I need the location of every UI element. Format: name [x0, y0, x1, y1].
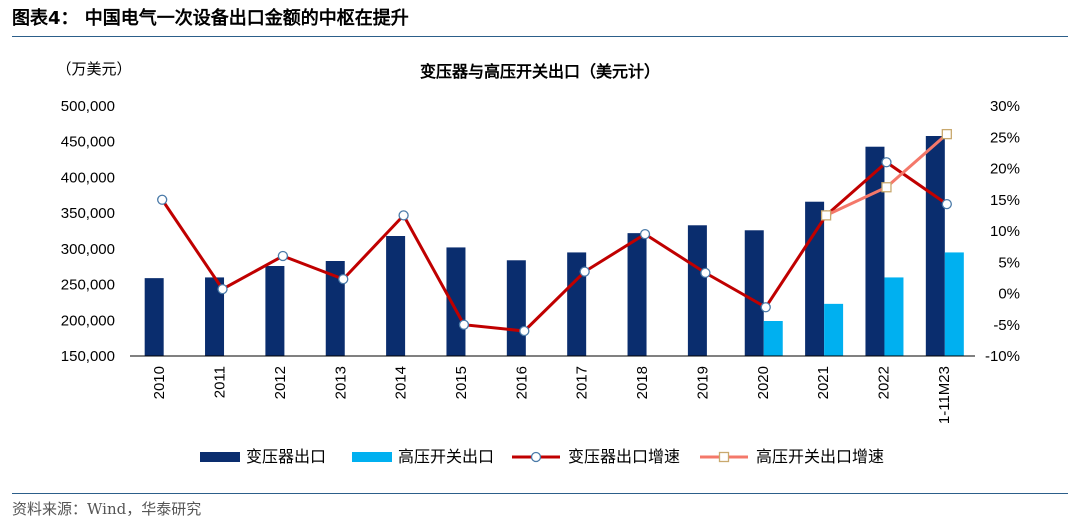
transformer-growth-line [160, 160, 948, 333]
transformer-export-bar [325, 261, 345, 356]
transformer-growth-marker [338, 273, 349, 285]
x-tick-label: 2012 [272, 366, 289, 399]
transformer-export-bar [925, 136, 945, 356]
right-tick-label: 15% [990, 192, 1020, 209]
x-tick-label: 2019 [694, 366, 711, 399]
right-axis-ticks: -10% -5% 0% 5% 10% 15% 20% 25% 30% [985, 98, 1020, 365]
transformer-export-bar [567, 252, 587, 356]
transformer-growth-marker [519, 325, 530, 337]
chart-svg: （万美元） 变压器与高压开关出口（美元计） 150,000 200,000 250,… [56, 61, 1020, 466]
legend: 变压器出口 高压开关出口 变压器出口增速 高压开关出口增速 [200, 448, 884, 466]
legend-marker [718, 451, 730, 463]
left-tick-label: 200,000 [61, 312, 115, 329]
right-tick-label: 20% [990, 161, 1020, 178]
transformer-export-bar [744, 230, 764, 356]
x-tick-label: 2020 [755, 366, 772, 399]
x-tick-label: 2021 [815, 366, 832, 399]
switchgear-growth-marker [941, 128, 952, 140]
transformer-export-bar [446, 247, 466, 356]
right-tick-label: 0% [998, 286, 1020, 303]
right-tick-label: 30% [990, 98, 1020, 115]
right-tick-label: 10% [990, 223, 1020, 240]
legend-marker [530, 451, 542, 463]
top-rule [12, 36, 1068, 37]
transformer-growth-marker [579, 266, 590, 277]
transformer-export-bar [506, 260, 526, 356]
bars-group [144, 136, 964, 356]
transformer-growth-marker [277, 250, 289, 262]
left-tick-label: 250,000 [61, 277, 115, 294]
transformer-growth-marker [157, 194, 168, 205]
legend-label: 高压开关出口增速 [756, 448, 884, 466]
x-tick-label: 2015 [453, 366, 470, 399]
x-tick-label: 2014 [393, 366, 410, 399]
legend-label: 变压器出口 [246, 448, 326, 466]
switchgear-export-bar [824, 303, 844, 356]
left-tick-label: 450,000 [61, 134, 115, 151]
transformer-growth-marker [398, 210, 409, 221]
legend-swatch [352, 452, 392, 462]
x-tick-label: 2010 [151, 366, 168, 399]
left-tick-label: 500,000 [61, 98, 115, 115]
right-tick-label: -5% [993, 317, 1020, 334]
chart-title: 变压器与高压开关出口（美元计） [420, 62, 660, 81]
lines-group [157, 128, 952, 337]
bottom-rule [12, 493, 1068, 494]
x-tick-label: 2022 [875, 366, 892, 399]
legend-label: 变压器出口增速 [568, 448, 680, 466]
left-tick-label: 350,000 [61, 205, 115, 222]
x-tick-label: 2013 [332, 366, 349, 399]
transformer-growth-marker [639, 228, 651, 240]
transformer-growth-marker [700, 267, 711, 279]
x-tick-label: 2017 [574, 366, 591, 399]
switchgear-growth-marker [820, 210, 832, 221]
x-tick-label: 1-11M23 [936, 366, 953, 424]
transformer-growth-marker [458, 319, 470, 330]
transformer-growth-marker [760, 302, 771, 313]
left-axis-unit-label: （万美元） [56, 61, 131, 78]
transformer-export-bar [205, 277, 225, 356]
figure-title: 图表4： 中国电气一次设备出口金额的中枢在提升 [12, 8, 409, 29]
transformer-export-bar [687, 225, 707, 356]
transformer-export-bar [386, 236, 406, 356]
x-axis-tick-labels: 2010 2011 2012 2013 2014 2015 2016 2017 2018 2019… [151, 366, 953, 424]
transformer-growth-marker [217, 283, 228, 295]
switchgear-export-bar [884, 277, 904, 356]
switchgear-export-bar [944, 252, 964, 356]
right-tick-label: 25% [990, 129, 1020, 146]
x-tick-label: 2018 [634, 366, 651, 399]
transformer-export-bar [865, 146, 885, 356]
legend-swatch [200, 452, 240, 462]
left-axis-ticks: 150,000 200,000 250,000 300,000 350,000 400,0… [61, 98, 115, 365]
left-tick-label: 150,000 [61, 348, 115, 365]
right-tick-label: -10% [985, 348, 1020, 365]
left-tick-label: 300,000 [61, 241, 115, 258]
x-tick-label: 2016 [513, 366, 530, 399]
left-tick-label: 400,000 [61, 169, 115, 186]
switchgear-export-bar [763, 321, 783, 356]
x-tick-label: 2011 [212, 366, 229, 398]
transformer-export-bar [144, 278, 164, 356]
switchgear-growth-marker [881, 182, 892, 193]
chart-container: （万美元） 变压器与高压开关出口（美元计） 150,000 200,000 250,… [0, 40, 1080, 490]
source-note: 资料来源：Wind，华泰研究 [12, 500, 202, 518]
transformer-growth-marker [881, 157, 892, 168]
legend-label: 高压开关出口 [398, 448, 494, 466]
right-tick-label: 5% [998, 254, 1020, 271]
transformer-growth-marker [941, 198, 952, 210]
transformer-export-bar [265, 266, 285, 356]
transformer-export-bar [627, 233, 647, 356]
